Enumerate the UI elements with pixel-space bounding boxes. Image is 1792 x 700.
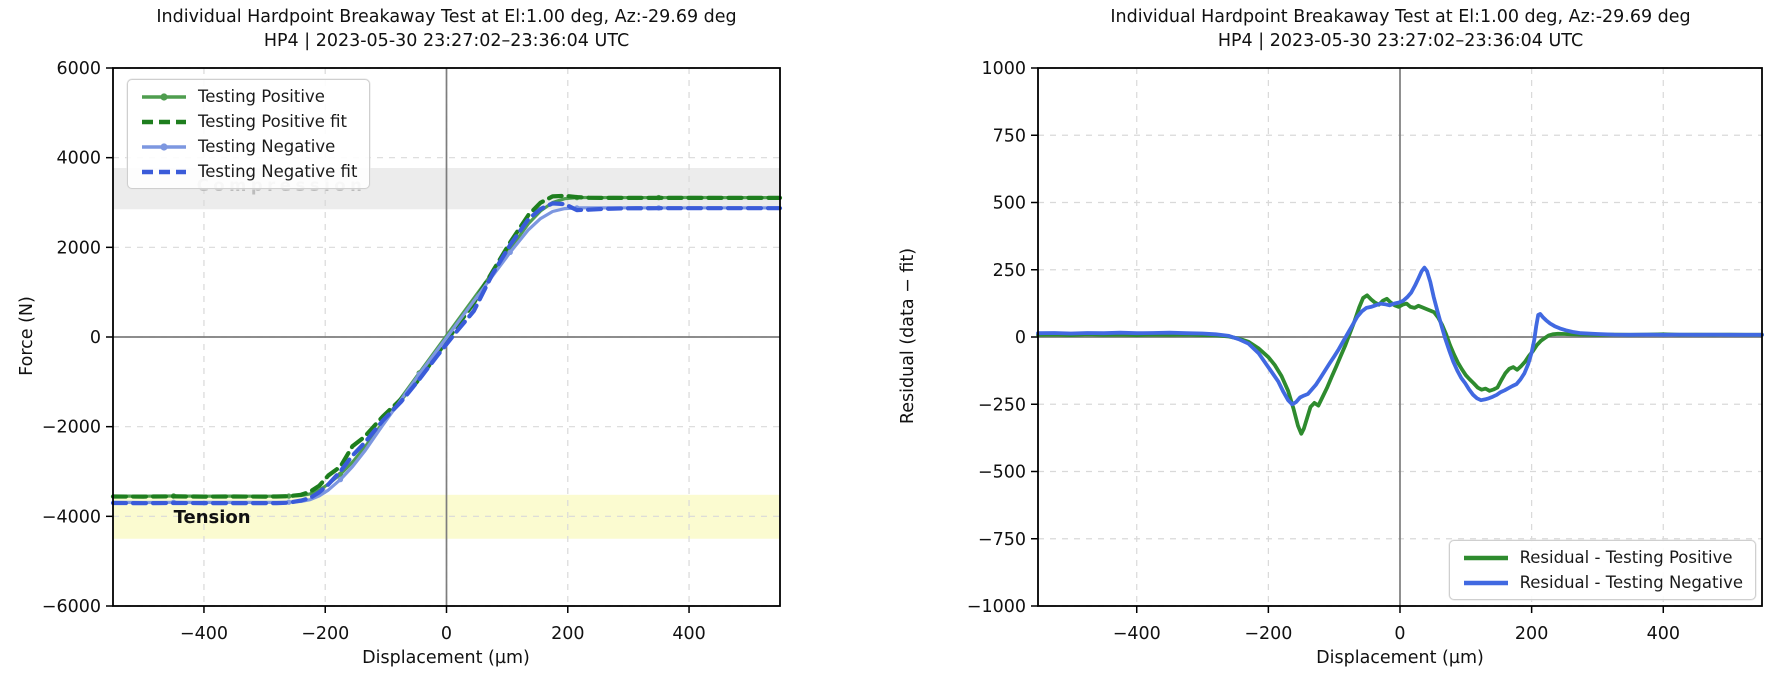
right-chart-title-line2: HP4 | 2023-05-30 23:27:02–23:36:04 UTC <box>1217 31 1584 51</box>
legend-line-sample-testing-positive-fit <box>142 119 186 124</box>
y-tick-label: −1000 <box>967 597 1026 617</box>
legend-line-sample-testing-negative-fit <box>142 169 186 174</box>
left-y-axis-label: Force (N) <box>17 296 37 376</box>
y-tick-label: 1000 <box>981 59 1026 79</box>
legend-label-residual-testing-negative: Residual - Testing Negative <box>1519 573 1743 592</box>
x-tick-label: −200 <box>301 624 349 644</box>
y-tick-label: 500 <box>993 194 1026 214</box>
x-tick-label: −400 <box>180 624 228 644</box>
y-tick-label: 250 <box>993 261 1026 281</box>
legend-item-testing-positive: Testing Positive <box>140 87 357 106</box>
legend-sample-marker <box>160 142 168 151</box>
y-tick-label: 750 <box>993 126 1026 146</box>
x-tick-label: 200 <box>1515 624 1548 644</box>
legend-label-testing-negative: Testing Negative <box>198 137 336 156</box>
series-testing-negative-marker <box>337 476 344 483</box>
y-tick-label: 4000 <box>56 149 101 169</box>
annotation-tension: Tension <box>174 507 251 528</box>
right-x-axis-label: Displacement (µm) <box>1316 648 1484 668</box>
series-testing-positive-marker <box>337 471 344 477</box>
x-tick-label: 200 <box>551 624 584 644</box>
x-tick-label: 400 <box>1647 624 1680 644</box>
right-y-axis-label: Residual (data − fit) <box>898 247 918 425</box>
x-tick-label: 400 <box>672 624 705 644</box>
legend-item-testing-negative-fit: Testing Negative fit <box>140 162 357 181</box>
legend-line-sample-testing-positive <box>142 92 186 101</box>
left-chart-legend: Testing Positive Testing Positive fit Test… <box>127 79 371 189</box>
legend-label-testing-positive: Testing Positive <box>198 87 325 106</box>
left-chart-title: Individual Hardpoint Breakaway Test at E… <box>0 5 893 53</box>
legend-item-testing-positive-fit: Testing Positive fit <box>140 112 357 131</box>
series-testing-negative-fit-line <box>110 201 783 506</box>
y-tick-label: 2000 <box>56 238 101 258</box>
x-tick-label: −400 <box>1113 624 1161 644</box>
y-tick-label: −2000 <box>42 418 101 438</box>
right-chart-legend: Residual - Testing Positive Residual - Te… <box>1448 540 1756 600</box>
x-tick-label: 0 <box>441 624 452 644</box>
right-chart-title-line1: Individual Hardpoint Breakaway Test at E… <box>1110 7 1691 27</box>
left-chart-title-line2: HP4 | 2023-05-30 23:27:02–23:36:04 UTC <box>263 31 630 51</box>
x-tick-label: 0 <box>1394 624 1405 644</box>
chart-force: CompressionTension−400−20002004006000400… <box>42 59 783 644</box>
legend-line-sample-testing-negative <box>142 142 186 151</box>
y-tick-label: −4000 <box>42 507 101 527</box>
y-tick-label: −500 <box>978 463 1026 483</box>
left-x-axis-label: Displacement (µm) <box>362 648 530 668</box>
series-residual-testing-negative-line <box>1036 265 1764 407</box>
y-tick-label: 0 <box>1015 328 1026 348</box>
legend-label-testing-negative-fit: Testing Negative fit <box>198 162 358 181</box>
legend-item-residual-testing-negative: Residual - Testing Negative <box>1462 573 1743 592</box>
legend-line-sample-residual-testing-positive <box>1463 555 1508 560</box>
legend-item-residual-testing-positive: Residual - Testing Positive <box>1462 548 1743 567</box>
chart-residual: −400 −200 0 200 400 1000 750 500 250 0 −250 −500 −75… <box>967 59 1764 644</box>
left-chart-title-line1: Individual Hardpoint Breakaway Test at E… <box>156 7 737 27</box>
legend-label-testing-positive-fit: Testing Positive fit <box>198 112 347 131</box>
legend-sample-marker <box>160 92 168 101</box>
series-residual-testing-positive-line <box>1036 293 1764 436</box>
y-tick-label: −250 <box>978 395 1026 415</box>
y-tick-label: −6000 <box>42 597 101 617</box>
x-tick-label: −200 <box>1244 624 1292 644</box>
right-chart-title: Individual Hardpoint Breakaway Test at E… <box>954 5 1792 53</box>
legend-line-sample-residual-testing-negative <box>1463 580 1508 585</box>
legend-item-testing-negative: Testing Negative <box>140 137 357 156</box>
y-tick-label: 6000 <box>56 59 101 79</box>
y-tick-label: 0 <box>90 328 101 348</box>
y-tick-label: −750 <box>978 530 1026 550</box>
series-testing-negative-marker <box>507 249 513 255</box>
legend-label-residual-testing-positive: Residual - Testing Positive <box>1519 548 1733 567</box>
